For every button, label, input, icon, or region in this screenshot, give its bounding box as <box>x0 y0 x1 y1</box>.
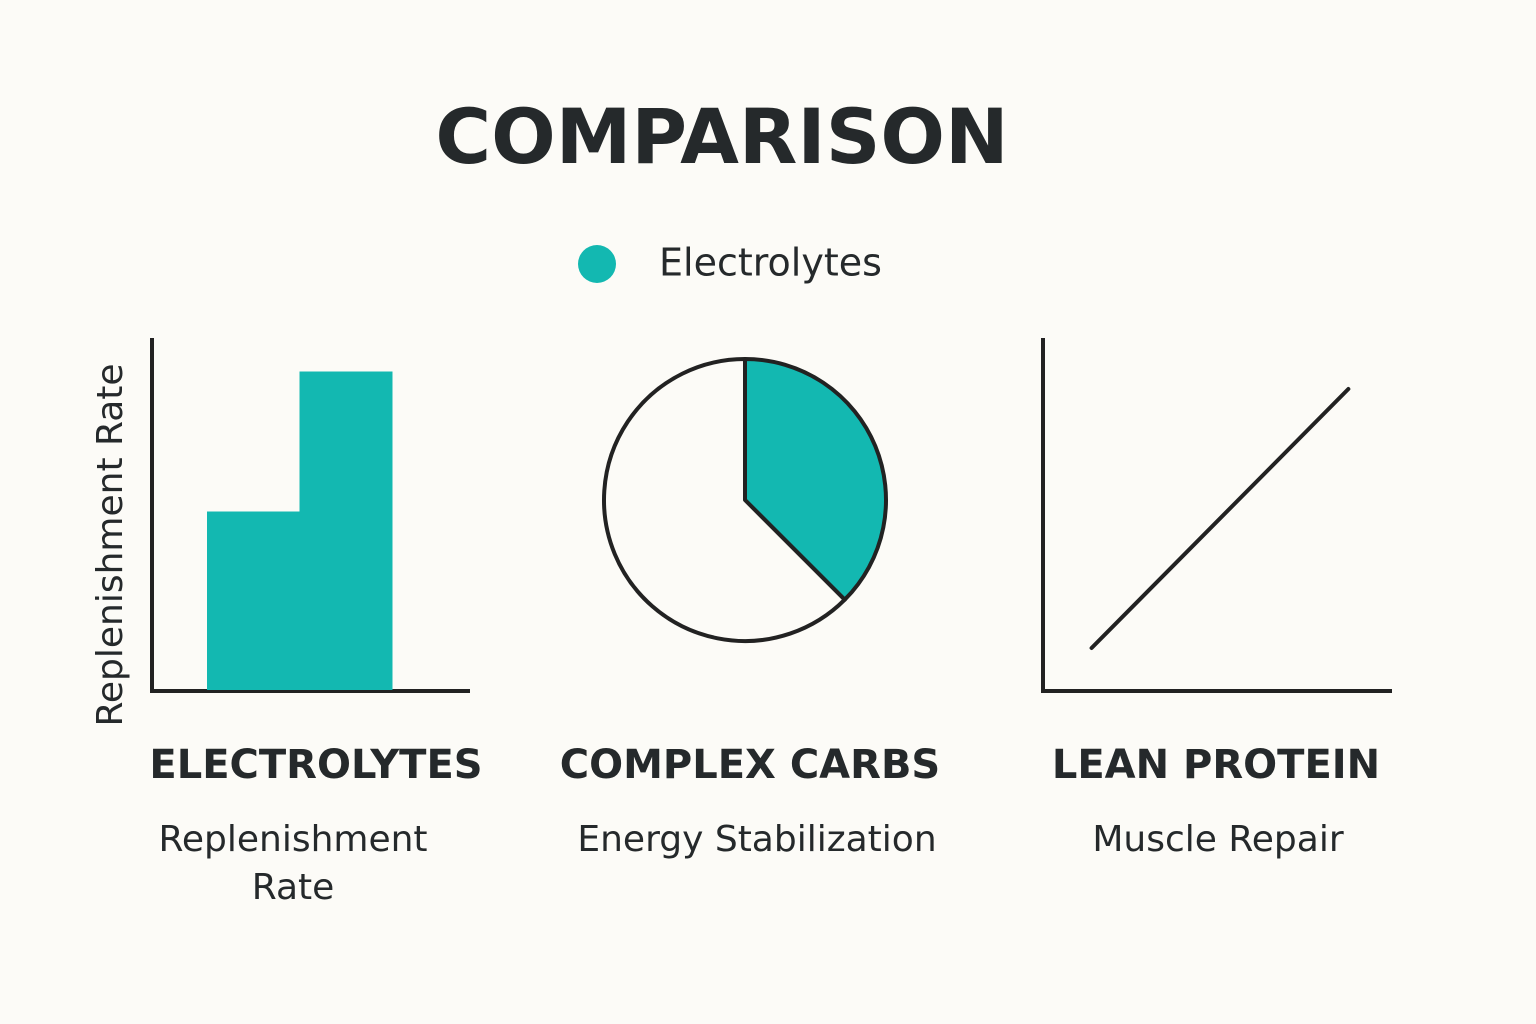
chart-title: COMPLEX CARBS <box>560 742 940 788</box>
chart-subtitle: Energy Stabilization <box>577 819 937 860</box>
bar <box>207 511 300 690</box>
chart-subtitle: Muscle Repair <box>1092 819 1344 860</box>
bar <box>299 371 393 690</box>
legend-label: Electrolytes <box>659 241 882 285</box>
pie-slice <box>602 357 847 643</box>
legend-marker <box>578 245 616 283</box>
pie-slice <box>743 357 888 602</box>
chart-title: ELECTROLYTES <box>149 742 482 788</box>
chart-title: LEAN PROTEIN <box>1052 742 1380 788</box>
line <box>1089 387 1351 650</box>
y-axis-label: Replenishment Rate <box>90 363 131 726</box>
chart-subtitle: Replenishment Rate <box>158 819 428 908</box>
page-title: COMPARISON <box>435 92 1008 181</box>
